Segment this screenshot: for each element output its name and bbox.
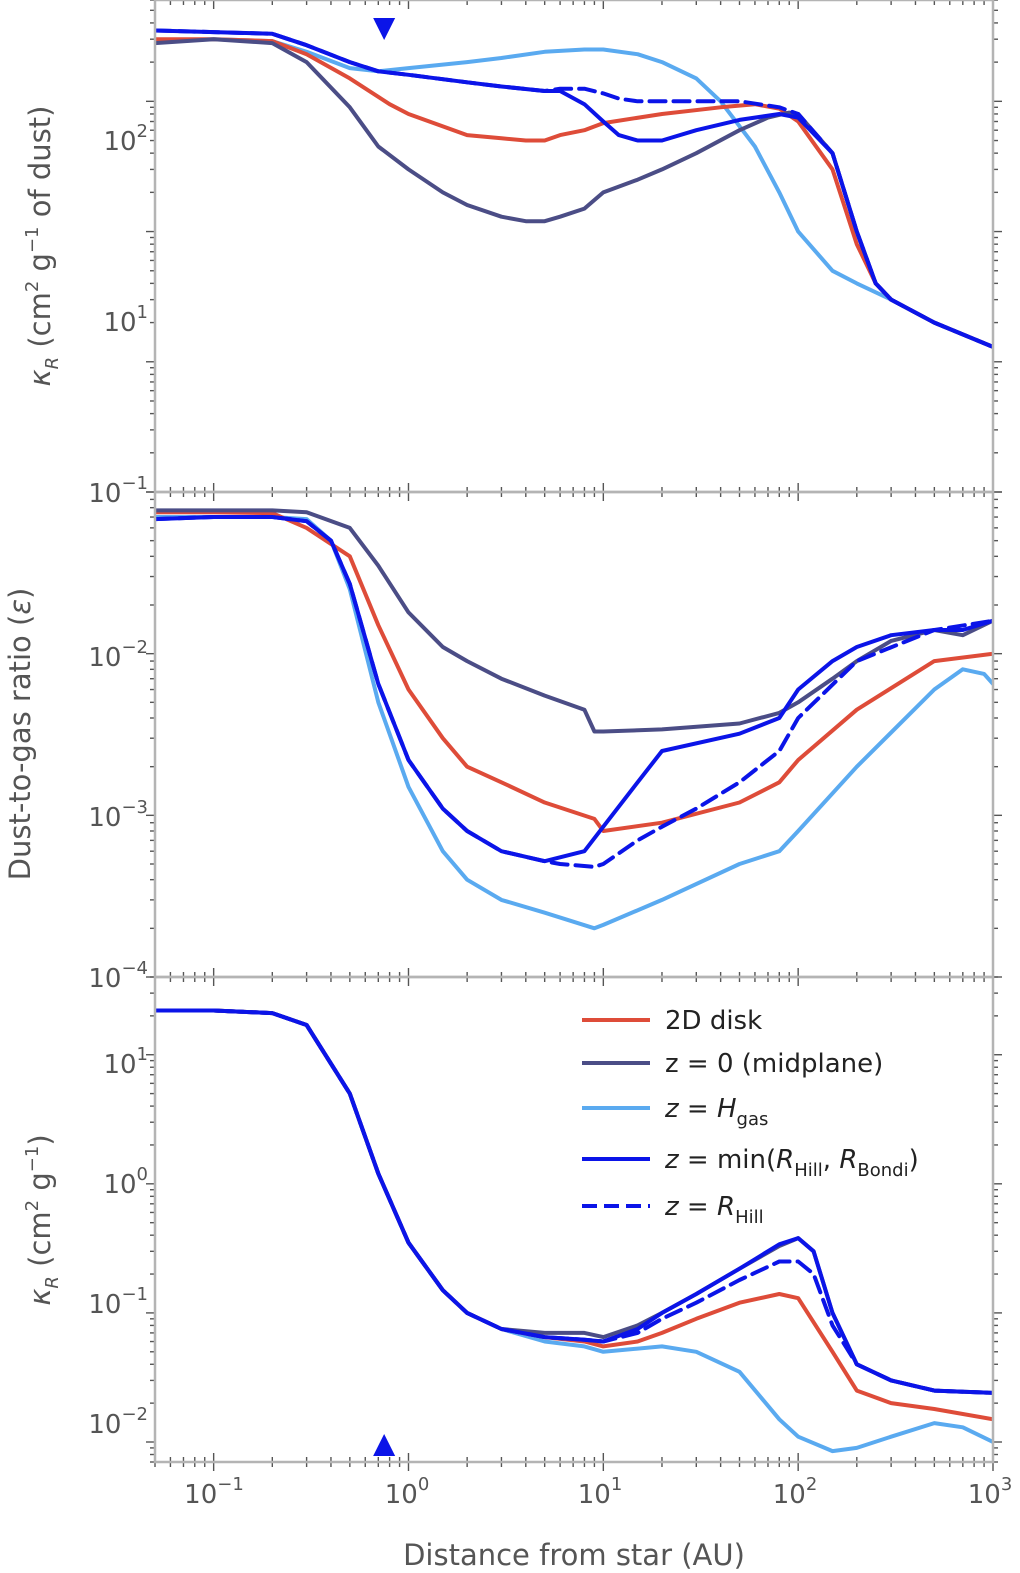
y-tick-label: 10−1 <box>88 1284 148 1320</box>
series-min <box>155 515 993 864</box>
panel-middle-frame <box>153 490 995 979</box>
series-disk <box>155 510 993 833</box>
y-tick-label: 102 <box>103 121 148 157</box>
y-tick-label: 101 <box>103 1044 148 1080</box>
top-y-tick-labels: 102 101 10−1 <box>88 121 148 509</box>
y-tick-label: 100 <box>103 1164 148 1200</box>
y-tick-label: 10−2 <box>88 1404 148 1440</box>
legend-label-min: z = min(RHill, RBondi) <box>664 1145 919 1181</box>
series-hill <box>155 515 993 869</box>
y-tick-label: 10−1 <box>88 473 148 509</box>
x-tick-label: 101 <box>578 1474 623 1510</box>
middle-ylabel: Dust-to-gas ratio (ε) <box>3 588 37 881</box>
y-tick-label: 101 <box>103 302 148 338</box>
series-mid <box>155 508 993 734</box>
bottom-y-tick-labels: 101 100 10−1 10−2 <box>88 1044 148 1440</box>
planet-marker-triangle-up <box>373 1434 396 1456</box>
panel-top <box>146 0 1002 494</box>
panel-middle-series <box>155 508 993 931</box>
legend-label-hgas: z = Hgas <box>664 1094 768 1130</box>
series-min <box>155 28 993 349</box>
series-disk <box>155 37 993 349</box>
y-tick-label: 10−4 <box>88 958 148 994</box>
panel-middle <box>146 490 1002 979</box>
x-tick-labels: 10−1 100 101 102 103 <box>184 1474 1012 1510</box>
x-tick-label: 102 <box>773 1474 818 1510</box>
series-mid <box>155 37 993 349</box>
x-tick-label: 10−1 <box>184 1474 244 1510</box>
panel-bottom <box>146 975 1002 1471</box>
panel-top-series <box>155 28 993 349</box>
panel-top-frame <box>153 0 995 494</box>
planet-marker-triangle-down <box>373 18 396 40</box>
top-ylabel: κR (cm2 g−1 of dust) <box>22 106 63 387</box>
legend: 2D disk z = 0 (midplane) z = Hgas z = mi… <box>582 1006 919 1228</box>
middle-y-tick-labels: 10−2 10−3 10−4 <box>88 637 148 994</box>
y-tick-label: 10−3 <box>88 797 148 833</box>
series-min <box>155 1008 993 1395</box>
x-tick-label: 103 <box>968 1474 1013 1510</box>
panel-middle-ticks <box>146 491 1002 978</box>
legend-label-disk: 2D disk <box>665 1006 762 1036</box>
panel-bottom-frame <box>153 975 995 1464</box>
x-tick-label: 100 <box>385 1474 430 1510</box>
legend-label-midplane: z = 0 (midplane) <box>665 1049 883 1079</box>
y-tick-label: 10−2 <box>88 637 148 673</box>
series-hill <box>155 28 993 349</box>
markers <box>373 18 396 1456</box>
bottom-ylabel: κR (cm2 g−1) <box>22 1134 63 1305</box>
panel-bottom-series <box>155 1008 993 1454</box>
x-axis-label: Distance from star (AU) <box>403 1538 745 1572</box>
panel-top-ticks <box>146 0 1002 493</box>
legend-label-hill: z = RHill <box>664 1192 764 1228</box>
series-hgas <box>155 37 993 349</box>
